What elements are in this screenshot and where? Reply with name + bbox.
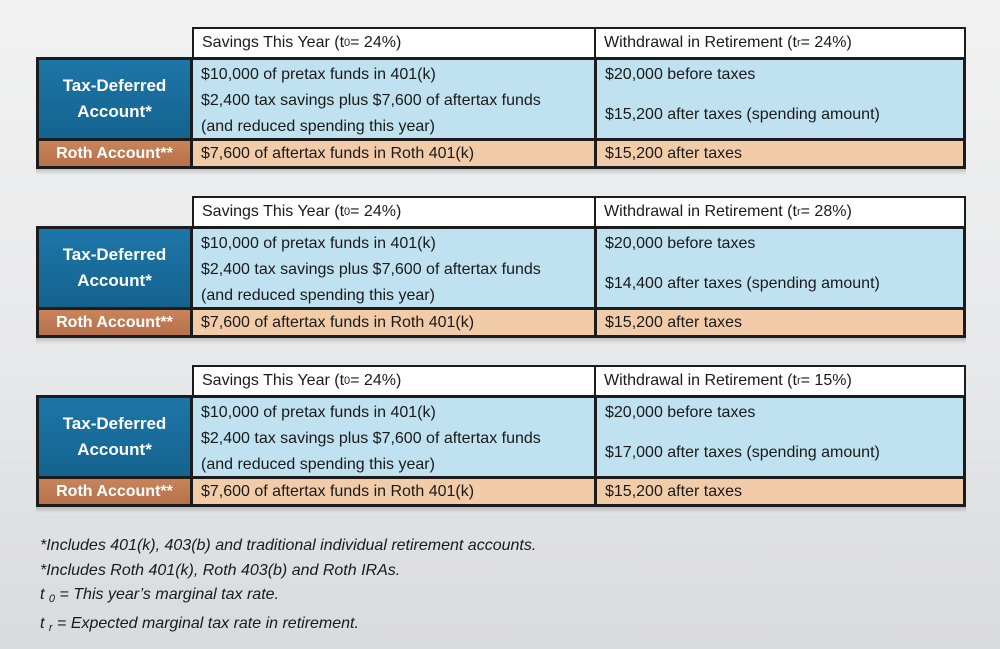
tax-deferred-label: Tax-Deferred Account* (39, 60, 190, 138)
savings-header: Savings This Year (t 0 = 24%) (192, 196, 596, 228)
roth-withdrawal-cell: $15,200 after taxes (597, 310, 963, 335)
table-shadow (36, 169, 966, 175)
roth-label: Roth Account** (39, 141, 190, 166)
footnote-t0: t 0 = This year’s marginal tax rate. (40, 586, 279, 605)
table-shadow (36, 507, 966, 513)
table-body: Tax-Deferred Account* $10,000 of pretax f… (36, 57, 966, 169)
withdrawal-header: Withdrawal in Retirement (t r = 15%) (594, 365, 966, 397)
footnote-tax-deferred: *Includes 401(k), 403(b) and traditional… (40, 537, 537, 554)
tax-deferred-label: Tax-Deferred Account* (39, 229, 190, 307)
footnote-roth: *Includes Roth 401(k), Roth 403(b) and R… (40, 561, 401, 579)
roth-label: Roth Account** (39, 479, 190, 504)
footnotes: *Includes 401(k), 403(b) and traditional… (40, 534, 536, 640)
table-body: Tax-Deferred Account* $10,000 of pretax f… (36, 226, 966, 338)
roth-withdrawal-cell: $15,200 after taxes (597, 141, 963, 166)
tax-deferred-withdrawal-cell: $20,000 before taxes $15,200 after taxes … (597, 60, 963, 138)
roth-savings-cell: $7,600 of aftertax funds in Roth 401(k) (193, 141, 594, 166)
roth-label: Roth Account** (39, 310, 190, 335)
tax-deferred-label: Tax-Deferred Account* (39, 398, 190, 476)
tax-deferred-withdrawal-cell: $20,000 before taxes $17,000 after taxes … (597, 398, 963, 476)
footnote-tr: t r = Expected marginal tax rate in reti… (40, 614, 359, 634)
comparison-table-2: Savings This Year (t 0 = 24%) Withdrawal … (36, 196, 966, 338)
table-shadow (36, 338, 966, 344)
tax-deferred-withdrawal-cell: $20,000 before taxes $14,400 after taxes … (597, 229, 963, 307)
comparison-table-3: Savings This Year (t 0 = 24%) Withdrawal … (36, 365, 966, 507)
tax-deferred-savings-cell: $10,000 of pretax funds in 401(k) $2,400 … (193, 229, 594, 307)
savings-header: Savings This Year (t 0 = 24%) (192, 365, 596, 397)
tax-deferred-savings-cell: $10,000 of pretax funds in 401(k) $2,400 … (193, 398, 594, 476)
savings-header: Savings This Year (t 0 = 24%) (192, 27, 596, 59)
roth-savings-cell: $7,600 of aftertax funds in Roth 401(k) (193, 310, 594, 335)
withdrawal-header: Withdrawal in Retirement (t r = 28%) (594, 196, 966, 228)
roth-withdrawal-cell: $15,200 after taxes (597, 479, 963, 504)
roth-savings-cell: $7,600 of aftertax funds in Roth 401(k) (193, 479, 594, 504)
comparison-table-1: Savings This Year (t 0 = 24%) Withdrawal … (36, 27, 966, 169)
table-body: Tax-Deferred Account* $10,000 of pretax f… (36, 395, 966, 507)
tax-deferred-savings-cell: $10,000 of pretax funds in 401(k) $2,400 … (193, 60, 594, 138)
withdrawal-header: Withdrawal in Retirement (t r = 24%) (594, 27, 966, 59)
